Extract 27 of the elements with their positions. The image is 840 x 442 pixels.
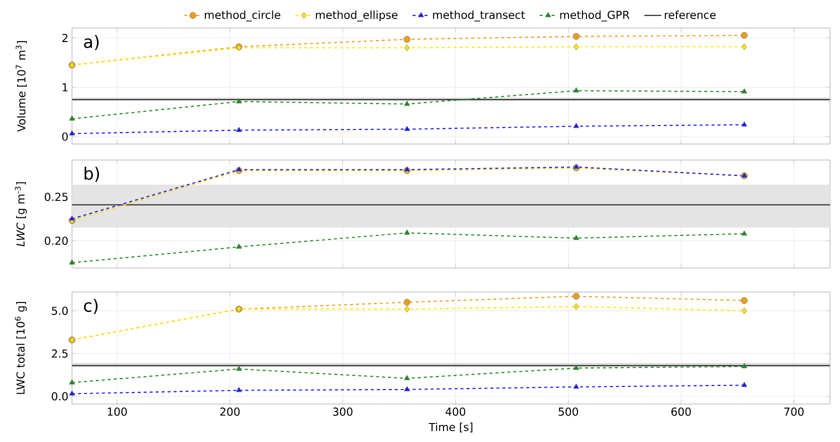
y-tick-label: 1	[62, 83, 68, 92]
annotation: c)	[84, 298, 98, 314]
y-tick-label: 2.5	[52, 349, 68, 358]
x-tick-label: 500	[558, 408, 578, 416]
x-tick-label: 300	[333, 408, 352, 416]
y-axis-title: LWC [g m$^{-3}$]	[14, 182, 27, 246]
y-axis-title: Volume [10$^{7}$ m$^{3}$]	[16, 41, 27, 132]
y-tick-label: 5.0	[52, 306, 68, 315]
y-tick-label: 2	[62, 34, 68, 42]
x-axis-title: Time [s]	[428, 422, 472, 432]
y-tick-label: 0.20	[44, 236, 68, 245]
annotation: a)	[84, 34, 99, 50]
x-tick-label: 200	[220, 408, 240, 416]
legend-label: method_circle	[204, 10, 280, 22]
y-tick-label: 0.25	[44, 192, 68, 202]
annotation: b)	[84, 166, 100, 182]
legend-label: reference	[664, 10, 716, 19]
y-tick-label: 0.0	[52, 392, 68, 400]
legend-label: method_ellipse	[316, 10, 398, 22]
x-tick-label: 700	[784, 408, 804, 416]
legend-label: method_GPR	[560, 10, 630, 22]
y-axis-title: LWC total [10$^{6}$ g]	[14, 302, 27, 394]
y-tick-label: 0	[62, 132, 68, 141]
x-tick-label: 600	[671, 408, 691, 416]
x-tick-label: 100	[108, 408, 127, 416]
x-tick-label: 400	[446, 408, 466, 416]
legend-label: method_transect	[433, 10, 525, 22]
